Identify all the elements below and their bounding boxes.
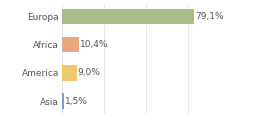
Bar — [62, 65, 77, 81]
Text: 9,0%: 9,0% — [78, 68, 101, 77]
Text: 1,5%: 1,5% — [65, 97, 88, 106]
Bar — [62, 37, 79, 52]
Bar — [62, 9, 195, 24]
Bar — [62, 93, 64, 109]
Text: 10,4%: 10,4% — [80, 40, 108, 49]
Text: 79,1%: 79,1% — [195, 12, 224, 21]
